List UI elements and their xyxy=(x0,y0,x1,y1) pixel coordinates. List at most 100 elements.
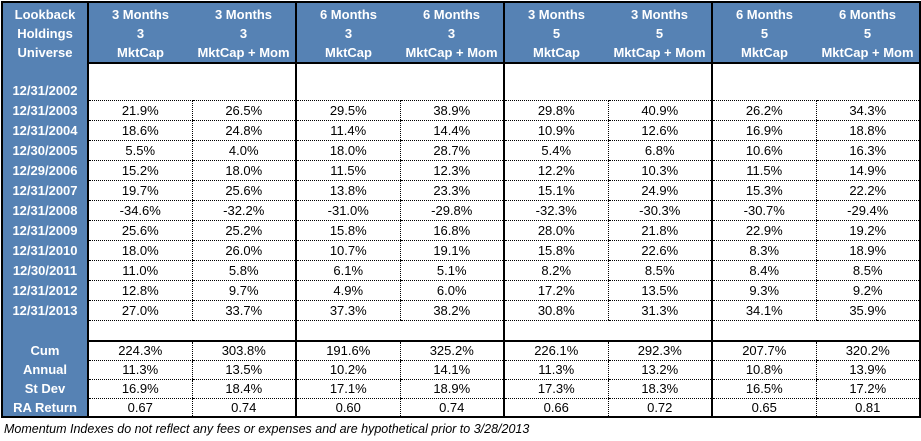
data-cell: 12.2% xyxy=(503,160,608,181)
data-cell: 5.1% xyxy=(399,260,504,281)
data-cell: 31.3% xyxy=(607,300,712,321)
data-cell: 29.8% xyxy=(503,100,608,121)
data-cell: 11.3% xyxy=(503,360,608,380)
header-universe: MktCap + Mom xyxy=(197,45,290,60)
data-cell: 11.5% xyxy=(711,160,816,181)
spacer-cell xyxy=(816,320,920,342)
corner-label-line: Holdings xyxy=(17,26,73,41)
data-cell: -30.3% xyxy=(607,200,712,221)
data-cell: 16.8% xyxy=(399,220,504,241)
data-cell xyxy=(295,80,400,101)
data-cell: 4.9% xyxy=(295,280,400,301)
data-cell xyxy=(192,80,296,101)
header-lookback: 6 Months xyxy=(838,7,897,22)
data-cell: 38.9% xyxy=(399,100,504,121)
data-cell: 11.4% xyxy=(295,120,400,141)
data-cell: 325.2% xyxy=(399,341,504,361)
header-universe: MktCap xyxy=(741,45,788,60)
row-label: 12/31/2009 xyxy=(2,220,89,240)
header-lookback: 6 Months xyxy=(422,7,481,22)
header-lookback: 3 Months xyxy=(630,7,689,22)
data-cell: 34.3% xyxy=(815,100,920,121)
header-lookback: 3 Months xyxy=(214,7,273,22)
data-cell: 15.8% xyxy=(503,240,608,261)
data-cell: 303.8% xyxy=(191,341,296,361)
data-cell: 292.3% xyxy=(607,341,712,361)
data-cell: 14.4% xyxy=(399,120,504,141)
data-cell: -30.7% xyxy=(711,200,816,221)
header-holdings: 3 xyxy=(344,26,353,41)
data-cell: 224.3% xyxy=(88,341,192,361)
data-cell: 25.6% xyxy=(88,220,192,241)
data-cell: 19.1% xyxy=(399,240,504,261)
header-lookback: 3 Months xyxy=(527,7,586,22)
data-cell: 18.8% xyxy=(815,120,920,141)
data-cell: 13.8% xyxy=(295,180,400,201)
data-cell: 0.74 xyxy=(399,398,504,417)
header-universe: MktCap + Mom xyxy=(405,45,498,60)
data-cell: 18.6% xyxy=(88,120,192,141)
corner-label-line: Lookback xyxy=(14,7,76,22)
data-cell: 14.1% xyxy=(399,360,504,380)
data-cell: 14.9% xyxy=(815,160,920,181)
spacer-cell xyxy=(608,320,712,342)
data-cell: 37.3% xyxy=(295,300,400,321)
corner-label-line: Universe xyxy=(17,45,73,60)
data-cell: 5.5% xyxy=(88,140,192,161)
data-cell: 12.6% xyxy=(607,120,712,141)
data-cell: 18.0% xyxy=(295,140,400,161)
row-label: RA Return xyxy=(2,398,89,417)
spacer-cell xyxy=(88,63,192,80)
data-cell: 15.2% xyxy=(88,160,192,181)
data-cell: 207.7% xyxy=(711,341,816,361)
data-cell: 29.5% xyxy=(295,100,400,121)
row-label: 12/31/2004 xyxy=(2,120,89,140)
header-universe: MktCap xyxy=(117,45,164,60)
data-cell: 25.6% xyxy=(191,180,296,201)
data-cell: 0.67 xyxy=(88,398,192,417)
data-cell: 23.3% xyxy=(399,180,504,201)
row-label: 12/29/2006 xyxy=(2,160,89,180)
column-header: 3 Months 5 MktCap xyxy=(503,2,608,64)
row-label: 12/31/2010 xyxy=(2,240,89,260)
data-cell: 18.9% xyxy=(399,379,504,399)
data-cell: 35.9% xyxy=(815,300,920,321)
row-label: 12/31/2002 xyxy=(2,80,89,100)
data-cell: 18.0% xyxy=(191,160,296,181)
data-cell: 22.2% xyxy=(815,180,920,201)
data-cell: 6.0% xyxy=(399,280,504,301)
data-cell: 16.5% xyxy=(711,379,816,399)
data-cell: 11.3% xyxy=(88,360,192,380)
data-cell: 8.2% xyxy=(503,260,608,281)
data-cell: 9.2% xyxy=(815,280,920,301)
header-holdings: 3 xyxy=(136,26,145,41)
data-cell: 21.9% xyxy=(88,100,192,121)
data-cell: 30.8% xyxy=(503,300,608,321)
data-cell: 0.65 xyxy=(711,398,816,417)
header-holdings: 3 xyxy=(447,26,456,41)
data-cell xyxy=(816,80,920,101)
column-header: 6 Months 3 MktCap xyxy=(295,2,400,64)
data-cell: 21.8% xyxy=(607,220,712,241)
spacer-cell xyxy=(503,63,608,80)
spacer-cell xyxy=(503,320,608,342)
data-cell: 9.7% xyxy=(191,280,296,301)
data-cell xyxy=(88,80,192,101)
column-header: 6 Months 3 MktCap + Mom xyxy=(400,2,504,64)
data-cell: 10.3% xyxy=(607,160,712,181)
row-label: 12/30/2011 xyxy=(2,260,89,280)
data-cell: 18.0% xyxy=(88,240,192,261)
column-header-corner: Lookback Holdings Universe xyxy=(2,2,89,63)
header-lookback: 6 Months xyxy=(735,7,794,22)
data-cell: 11.0% xyxy=(88,260,192,281)
data-cell: 191.6% xyxy=(295,341,400,361)
data-cell: 226.1% xyxy=(503,341,608,361)
data-cell: 18.9% xyxy=(815,240,920,261)
data-cell: 12.8% xyxy=(88,280,192,301)
data-cell: 18.4% xyxy=(191,379,296,399)
returns-table: Lookback Holdings Universe 3 Months 3 MktCap 3… xyxy=(1,1,921,418)
data-cell: 26.5% xyxy=(191,100,296,121)
header-holdings: 5 xyxy=(863,26,872,41)
spacer-cell xyxy=(711,320,816,342)
